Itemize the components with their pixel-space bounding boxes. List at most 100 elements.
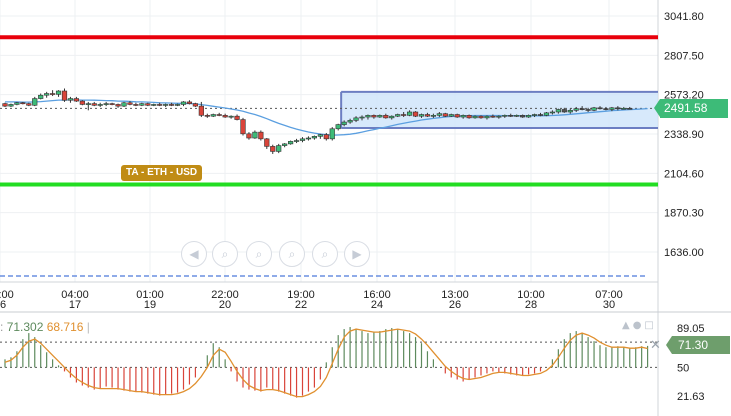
candle-body xyxy=(514,115,520,117)
candle-body xyxy=(216,114,222,116)
candle-body xyxy=(246,133,252,139)
time-axis-time-label: 19:00 xyxy=(287,289,315,301)
zoom-reset-button[interactable]: ⌕ xyxy=(279,241,305,267)
candle-body xyxy=(121,102,127,107)
zoom-out-button[interactable]: ⌕ xyxy=(246,241,272,267)
osc-axis-label: 89.05 xyxy=(677,323,705,335)
price-axis-label: 1636.00 xyxy=(664,247,704,259)
candle-body xyxy=(8,104,14,107)
legend-divider: | xyxy=(86,320,90,334)
candle-body xyxy=(359,116,365,119)
time-axis-day-label: 22 xyxy=(295,299,307,311)
candle-body xyxy=(525,115,532,118)
candle-body xyxy=(496,115,502,118)
candle-body xyxy=(543,112,550,116)
time-axis-day-label: 30 xyxy=(603,299,615,311)
candle-body xyxy=(591,107,597,111)
osc-signal-line xyxy=(4,328,648,398)
time-axis-day-label: 20 xyxy=(219,299,231,311)
candle-body xyxy=(472,115,478,119)
candle-body xyxy=(418,114,425,117)
candle-body xyxy=(79,100,85,105)
candle-body xyxy=(44,93,50,96)
time-axis-time-label: 16:00 xyxy=(363,289,391,301)
candle-body xyxy=(133,104,139,106)
candle-body xyxy=(627,107,633,110)
candle-body xyxy=(621,107,627,110)
time-axis-day-label: 28 xyxy=(525,299,537,311)
zoom-fit-button[interactable]: ⌕ xyxy=(312,241,338,267)
candle-body xyxy=(371,115,377,118)
candle-body xyxy=(323,134,329,140)
candle-body xyxy=(561,109,567,113)
candle-body xyxy=(180,101,187,105)
candle-body xyxy=(567,110,573,113)
candle-body xyxy=(91,103,97,106)
oscillator-chart[interactable]: 89.05 50 21.63 xyxy=(0,316,731,416)
time-axis-time-label: 13:00 xyxy=(441,289,469,301)
osc-axis-label: 21.63 xyxy=(677,391,705,403)
candle-body xyxy=(270,146,276,152)
candle-body xyxy=(67,98,74,101)
candle-body xyxy=(14,102,20,105)
zoom-in-button[interactable]: ⌕ xyxy=(212,241,238,267)
time-axis-day-label: 16 xyxy=(0,299,6,311)
candle-body xyxy=(365,115,371,118)
candle-body xyxy=(603,108,609,110)
candle-body xyxy=(395,114,401,117)
candle-body xyxy=(163,104,169,106)
nav-next-button[interactable]: ▶ xyxy=(344,241,370,267)
candle-body xyxy=(264,138,270,147)
price-axis-label: 3041.80 xyxy=(664,11,704,23)
candle-body xyxy=(103,103,109,105)
candle-body xyxy=(389,115,395,119)
candle-body xyxy=(186,101,193,104)
candle-body xyxy=(383,115,389,119)
candle-body xyxy=(192,103,199,107)
candle-body xyxy=(615,107,621,110)
candle-body xyxy=(38,94,44,99)
candle-body xyxy=(151,104,157,106)
candle-body xyxy=(287,141,294,145)
nav-prev-button[interactable]: ◀ xyxy=(181,241,207,267)
candle-body xyxy=(49,93,56,95)
current-price-label: 2491.58 xyxy=(654,99,728,118)
price-chart[interactable]: 3041.80 2807.50 2573.20 2338.90 2104.60 1870.… xyxy=(0,0,731,316)
oscillator-settings-icons[interactable]: ▲●□ xyxy=(622,320,657,331)
candle-body xyxy=(353,117,359,121)
candle-body xyxy=(305,137,312,140)
candle-body xyxy=(174,104,181,106)
candle-body xyxy=(85,103,91,105)
oscillator-legend: : 71.302 68.716 | xyxy=(0,320,90,334)
candle-body xyxy=(448,114,454,117)
close-icon[interactable]: ✕ xyxy=(650,338,661,353)
candle-body xyxy=(139,103,145,106)
candle-body xyxy=(585,109,591,111)
candle-body xyxy=(204,115,210,117)
candle-body xyxy=(454,114,460,118)
candle-body xyxy=(466,115,472,119)
legend-d-value: 68.716 xyxy=(46,320,84,334)
candle-body xyxy=(228,115,234,118)
candle-body xyxy=(460,115,466,118)
candle-body xyxy=(198,105,204,116)
annotation-label[interactable]: TA - ETH - USD xyxy=(121,165,203,181)
candle-body xyxy=(579,108,585,110)
candle-body xyxy=(222,115,228,118)
candle-body xyxy=(424,114,431,117)
price-axis-label: 2573.20 xyxy=(664,90,704,102)
time-axis-time-label: 04:00 xyxy=(61,289,89,301)
candle-body xyxy=(2,103,8,107)
candle-body xyxy=(26,103,32,106)
time-axis-day-label: 17 xyxy=(69,299,81,311)
candle-body xyxy=(549,111,555,114)
candle-body xyxy=(115,104,121,107)
candle-body xyxy=(555,109,561,113)
time-axis-time-label: 01:00 xyxy=(136,289,164,301)
candle-body xyxy=(293,140,300,142)
candle-body xyxy=(377,115,383,118)
candle-body xyxy=(442,113,448,117)
price-axis-label: 2807.50 xyxy=(664,50,704,62)
time-axis-time-label: 00:00 xyxy=(0,289,14,301)
candle-body xyxy=(169,104,175,106)
